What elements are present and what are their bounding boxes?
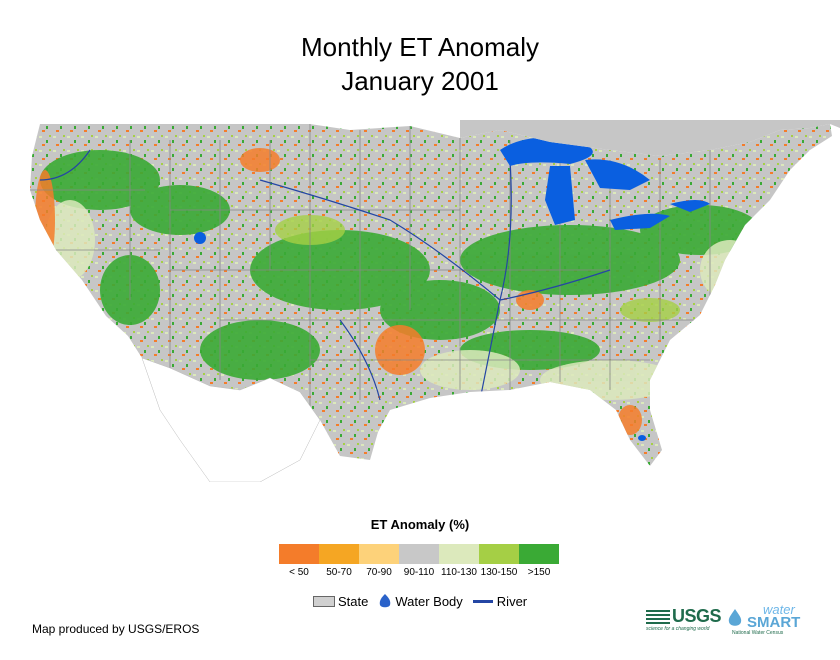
water-drop-icon bbox=[728, 609, 742, 626]
legend-title: ET Anomaly (%) bbox=[370, 517, 470, 532]
legend-label: >150 bbox=[527, 567, 551, 578]
swatch-110-130 bbox=[439, 544, 479, 564]
legend-label: 50-70 bbox=[326, 567, 352, 578]
water-body-key-label: Water Body bbox=[395, 593, 463, 609]
rivers bbox=[39, 149, 611, 401]
state-boundaries bbox=[30, 124, 711, 410]
river-key-label: River bbox=[496, 593, 528, 609]
map-credit: Map produced by USGS/EROS bbox=[32, 622, 200, 636]
legend-label: 130-150 bbox=[480, 567, 518, 578]
mexico-area bbox=[141, 357, 321, 482]
swatch-130-150 bbox=[479, 544, 519, 564]
swatch-50-70 bbox=[319, 544, 359, 564]
swatch-gt150 bbox=[519, 544, 559, 564]
legend-label: 70-90 bbox=[366, 567, 392, 578]
legend-label: < 50 bbox=[289, 567, 309, 578]
river-line-icon bbox=[472, 599, 493, 603]
anomaly-vhigh-regions bbox=[275, 215, 680, 322]
swatch-70-90 bbox=[359, 544, 399, 564]
state-icon bbox=[313, 595, 335, 607]
state-key-label: State bbox=[338, 593, 369, 609]
canada-area bbox=[460, 120, 840, 156]
swatch-90-110 bbox=[399, 544, 439, 564]
water-bodies bbox=[194, 137, 710, 441]
swatch-lt50 bbox=[279, 544, 319, 564]
legend-label: 90-110 bbox=[403, 567, 435, 578]
water-body-icon bbox=[380, 594, 391, 608]
legend-labels: < 50 50-70 70-90 90-110 110-130 130-150 … bbox=[279, 567, 559, 578]
et-anomaly-map bbox=[30, 120, 840, 482]
usgs-logo: USGS bbox=[646, 606, 722, 627]
legend-swatches bbox=[279, 544, 559, 564]
usgs-tagline: science for a changing world bbox=[646, 626, 710, 632]
map-key: State Water Body River bbox=[313, 593, 527, 609]
legend-label: 110-130 bbox=[441, 567, 477, 578]
map-title: Monthly ET Anomaly bbox=[301, 32, 539, 62]
map-subtitle: January 2001 bbox=[341, 66, 499, 96]
usgs-mark-icon bbox=[646, 610, 670, 625]
